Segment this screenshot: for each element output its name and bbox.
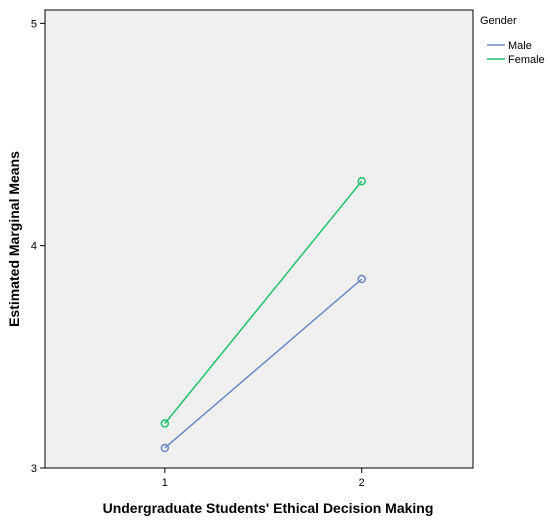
y-axis: 3 4 5 xyxy=(31,18,45,475)
data-point-female xyxy=(357,176,366,186)
series-line-female xyxy=(164,180,363,425)
y-axis-title: Estimated Marginal Means xyxy=(6,151,22,327)
series-layer xyxy=(160,176,366,453)
plot-area xyxy=(44,9,474,469)
legend-label-male: Male xyxy=(508,40,532,52)
legend: Male Female xyxy=(487,40,545,66)
x-axis-title: Undergraduate Students' Ethical Decision… xyxy=(103,500,434,516)
x-tick-label: 1 xyxy=(162,477,168,489)
series-line-male xyxy=(164,278,363,449)
y-tick-label: 5 xyxy=(31,18,37,30)
y-tick-label: 3 xyxy=(31,463,37,475)
legend-label-female: Female xyxy=(508,54,545,66)
data-point-male xyxy=(160,443,170,453)
y-tick-label: 4 xyxy=(31,241,37,253)
legend-title: Gender xyxy=(480,15,517,27)
x-tick-label: 2 xyxy=(359,477,365,489)
data-point-male xyxy=(357,274,366,284)
data-point-female xyxy=(160,419,170,428)
